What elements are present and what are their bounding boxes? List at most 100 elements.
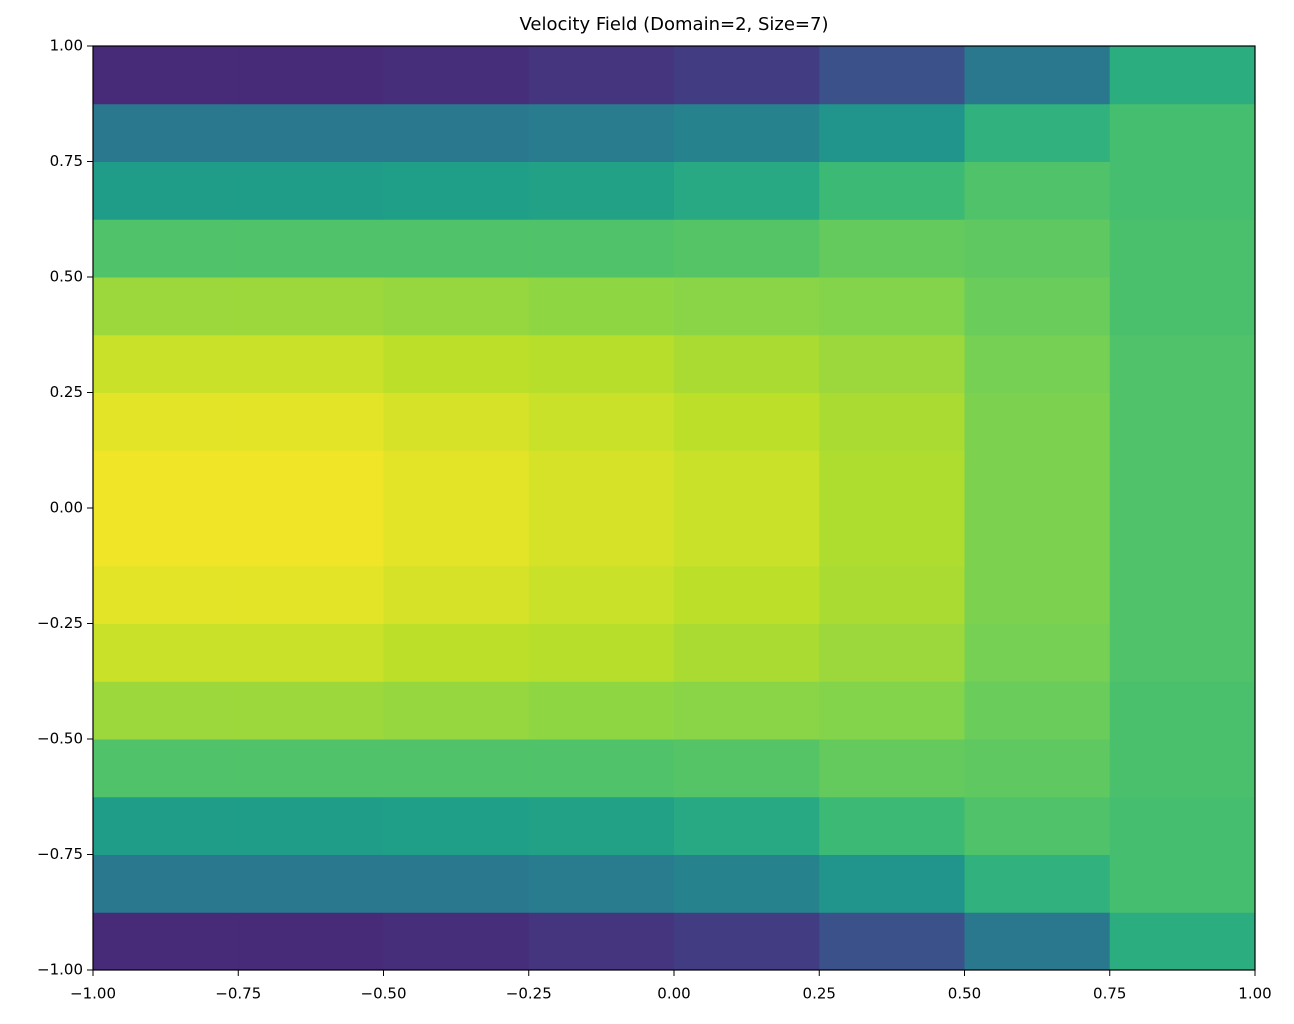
heat-cell [1109,450,1256,509]
heat-cell [528,623,675,682]
heat-cell [1109,565,1256,624]
heat-cell [819,681,965,740]
heat-cell [674,508,820,567]
x-tick-label: 0.00 [657,985,690,1003]
heat-cell [674,334,820,393]
heat-cell [819,277,965,336]
heat-cell [964,103,1111,162]
heat-cell [674,219,820,278]
heat-cell [238,46,384,105]
heat-cell [528,277,675,336]
heat-cell [383,277,530,336]
heat-cell [528,334,675,393]
heat-cell [674,796,820,855]
heat-cell [964,623,1111,682]
heat-cell [528,103,675,162]
heat-cell [1109,334,1256,393]
y-tick-label: 0.50 [50,268,83,286]
heat-cell [238,796,384,855]
heat-cell [93,277,239,336]
heat-cell [674,161,820,220]
heat-cell [819,219,965,278]
heat-cell [528,46,675,105]
heat-cell [238,565,384,624]
heat-cell [819,565,965,624]
heat-cell [819,450,965,509]
heat-cell [964,796,1111,855]
heat-cell [238,392,384,451]
y-tick-label: −1.00 [37,961,83,979]
heat-cell [528,681,675,740]
y-tick-label: 1.00 [50,37,83,55]
heat-cell [383,46,530,105]
heat-cell [674,277,820,336]
heat-cell [93,508,239,567]
heat-cell [964,508,1111,567]
y-tick-label: 0.25 [50,383,83,401]
heat-cell [528,161,675,220]
heat-cell [93,334,239,393]
heat-cell [93,161,239,220]
heat-cell [93,796,239,855]
heat-cell [964,334,1111,393]
heat-cell [238,334,384,393]
heat-cell [964,277,1111,336]
heat-cell [964,392,1111,451]
heat-cell [1109,681,1256,740]
y-tick-label: 0.75 [50,152,83,170]
heat-cell [674,854,820,913]
heat-cell [528,854,675,913]
heat-cell [674,565,820,624]
heat-cell [1109,508,1256,567]
heatmap [93,46,1256,971]
heat-cell [819,103,965,162]
heat-cell [819,46,965,105]
heat-cell [383,681,530,740]
heat-cell [383,854,530,913]
heat-cell [528,565,675,624]
heat-cell [674,739,820,798]
heat-cell [1109,392,1256,451]
heat-cell [238,103,384,162]
heat-cell [964,46,1111,105]
y-tick-label: −0.75 [37,845,83,863]
x-tick-label: 0.50 [948,985,981,1003]
heat-cell [964,219,1111,278]
heat-cell [383,912,530,971]
heat-cell [528,912,675,971]
heat-cell [93,103,239,162]
x-tick-label: −0.25 [506,985,552,1003]
heat-cell [819,796,965,855]
heat-cell [674,681,820,740]
heat-cell [819,392,965,451]
heat-cell [1109,912,1256,971]
heat-cell [674,450,820,509]
heat-cell [238,912,384,971]
heat-cell [528,450,675,509]
heat-cell [674,103,820,162]
heat-cell [674,912,820,971]
heat-cell [383,739,530,798]
heat-cell [383,623,530,682]
y-tick-label: −0.25 [37,614,83,632]
heat-cell [238,450,384,509]
chart-title: Velocity Field (Domain=2, Size=7) [520,14,829,35]
heat-cell [93,219,239,278]
heat-cell [1109,103,1256,162]
heat-cell [238,739,384,798]
heat-cell [383,796,530,855]
x-tick-label: −0.75 [215,985,261,1003]
heat-cell [819,739,965,798]
y-tick-label: 0.00 [50,499,83,517]
heat-cell [238,219,384,278]
heat-cell [383,508,530,567]
heat-cell [238,161,384,220]
heat-cell [383,565,530,624]
heat-cell [964,161,1111,220]
heat-cell [819,334,965,393]
heat-cell [93,46,239,105]
heat-cell [964,681,1111,740]
heat-cell [964,565,1111,624]
heat-cell [238,681,384,740]
